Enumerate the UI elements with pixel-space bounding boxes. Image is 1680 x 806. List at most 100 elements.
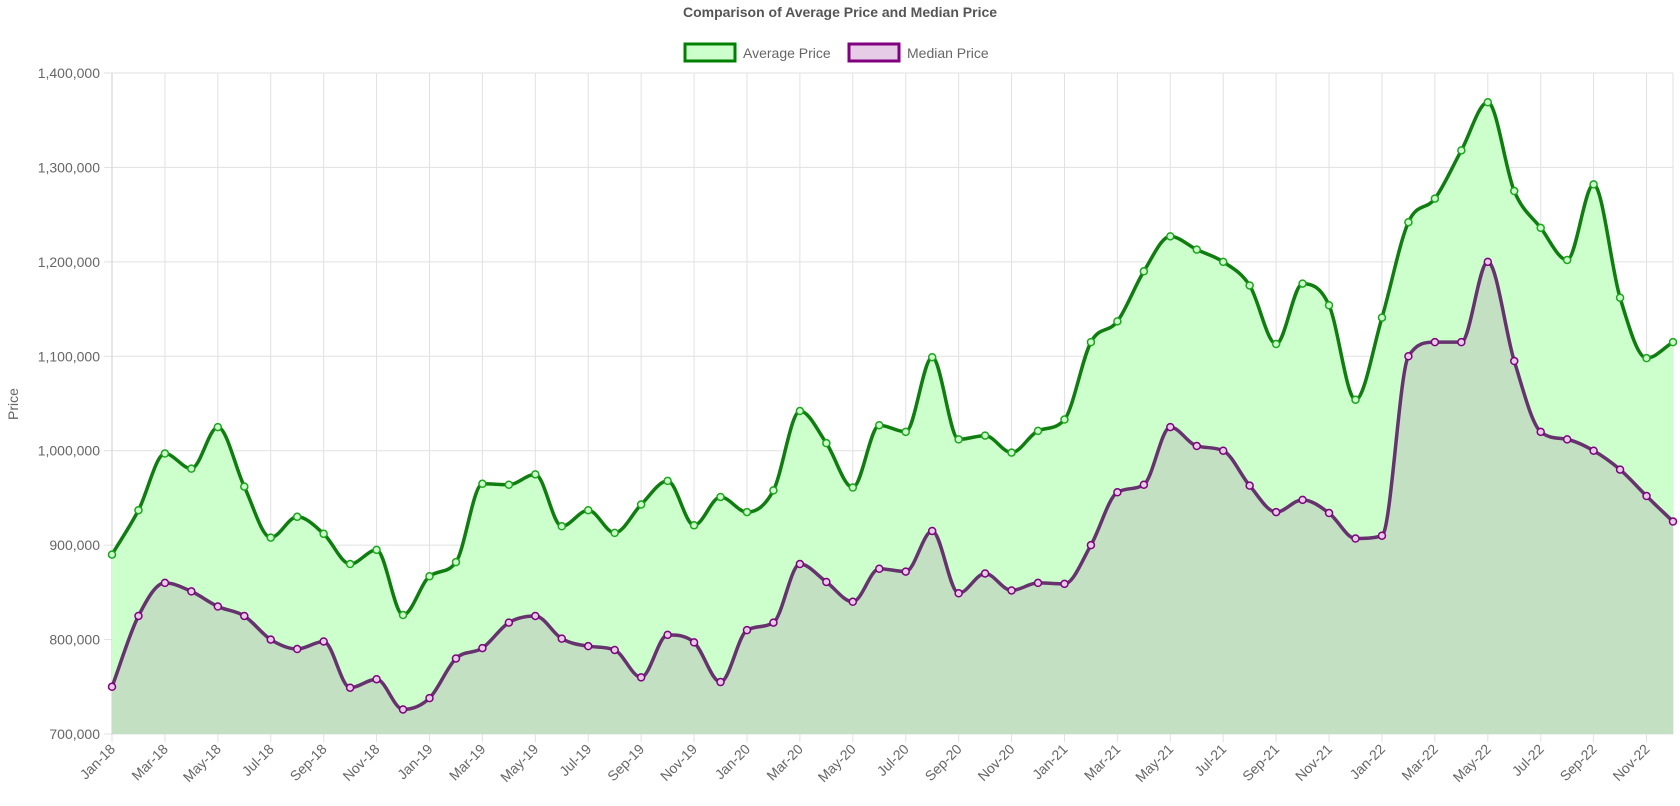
data-point-average-price[interactable] bbox=[1536, 223, 1545, 233]
data-point-median-price[interactable] bbox=[795, 559, 805, 569]
data-point-average-price[interactable] bbox=[610, 528, 619, 538]
data-point-average-price[interactable] bbox=[636, 500, 646, 509]
data-point-average-price[interactable] bbox=[1139, 267, 1149, 276]
data-point-median-price[interactable] bbox=[1430, 337, 1440, 347]
data-point-average-price[interactable] bbox=[345, 559, 355, 569]
data-point-average-price[interactable] bbox=[927, 352, 937, 362]
data-point-median-price[interactable] bbox=[1166, 422, 1175, 432]
data-point-average-price[interactable] bbox=[504, 480, 514, 489]
data-point-average-price[interactable] bbox=[663, 476, 672, 486]
data-point-median-price[interactable] bbox=[1113, 488, 1122, 497]
data-point-median-price[interactable] bbox=[1404, 352, 1413, 361]
data-point-average-price[interactable] bbox=[1510, 186, 1519, 196]
data-point-median-price[interactable] bbox=[1218, 446, 1228, 455]
data-point-median-price[interactable] bbox=[1562, 435, 1572, 444]
data-point-average-price[interactable] bbox=[795, 406, 805, 416]
data-point-average-price[interactable] bbox=[1324, 301, 1334, 310]
data-point-average-price[interactable] bbox=[875, 420, 884, 430]
data-point-average-price[interactable] bbox=[1589, 180, 1598, 189]
data-point-average-price[interactable] bbox=[1007, 448, 1016, 457]
data-point-median-price[interactable] bbox=[875, 564, 884, 573]
data-point-median-price[interactable] bbox=[1510, 356, 1519, 366]
data-point-average-price[interactable] bbox=[901, 427, 910, 437]
data-point-median-price[interactable] bbox=[160, 578, 170, 588]
data-point-average-price[interactable] bbox=[531, 470, 540, 479]
data-point-median-price[interactable] bbox=[557, 634, 567, 643]
data-point-average-price[interactable] bbox=[240, 482, 249, 491]
data-point-median-price[interactable] bbox=[1668, 517, 1678, 526]
data-point-median-price[interactable] bbox=[742, 625, 752, 635]
data-point-average-price[interactable] bbox=[822, 438, 831, 448]
data-point-average-price[interactable] bbox=[1113, 317, 1122, 326]
data-point-average-price[interactable] bbox=[848, 483, 858, 492]
data-point-average-price[interactable] bbox=[689, 521, 699, 530]
data-point-median-price[interactable] bbox=[372, 674, 381, 684]
data-point-average-price[interactable] bbox=[980, 431, 990, 440]
data-point-average-price[interactable] bbox=[107, 550, 117, 559]
data-point-median-price[interactable] bbox=[980, 569, 990, 578]
legend-item-average-price[interactable]: Average Price bbox=[683, 42, 831, 63]
data-point-median-price[interactable] bbox=[1086, 540, 1096, 550]
data-point-average-price[interactable] bbox=[398, 610, 408, 620]
data-point-average-price[interactable] bbox=[557, 522, 567, 531]
data-point-average-price[interactable] bbox=[187, 464, 196, 473]
data-point-median-price[interactable] bbox=[583, 641, 593, 651]
data-point-median-price[interactable] bbox=[1351, 534, 1360, 543]
data-point-median-price[interactable] bbox=[240, 611, 249, 621]
data-point-average-price[interactable] bbox=[1377, 313, 1387, 322]
data-point-median-price[interactable] bbox=[1192, 441, 1202, 451]
data-point-median-price[interactable] bbox=[345, 683, 355, 692]
data-point-average-price[interactable] bbox=[372, 545, 381, 555]
data-point-average-price[interactable] bbox=[1562, 255, 1572, 265]
data-point-average-price[interactable] bbox=[1351, 395, 1360, 404]
data-point-median-price[interactable] bbox=[1298, 495, 1307, 505]
data-point-average-price[interactable] bbox=[716, 492, 725, 502]
data-point-average-price[interactable] bbox=[213, 422, 223, 432]
data-point-median-price[interactable] bbox=[1615, 465, 1625, 474]
data-point-median-price[interactable] bbox=[1007, 586, 1016, 595]
data-point-average-price[interactable] bbox=[954, 435, 963, 444]
data-point-median-price[interactable] bbox=[1139, 480, 1149, 489]
data-point-median-price[interactable] bbox=[822, 577, 831, 587]
data-point-average-price[interactable] bbox=[425, 572, 434, 581]
data-point-average-price[interactable] bbox=[1615, 293, 1625, 302]
data-point-average-price[interactable] bbox=[769, 486, 778, 495]
data-point-median-price[interactable] bbox=[1271, 507, 1281, 517]
data-point-median-price[interactable] bbox=[292, 644, 302, 654]
data-point-median-price[interactable] bbox=[901, 567, 910, 576]
data-point-median-price[interactable] bbox=[1033, 578, 1043, 588]
data-point-median-price[interactable] bbox=[1324, 508, 1334, 518]
data-point-median-price[interactable] bbox=[266, 635, 275, 644]
data-point-average-price[interactable] bbox=[478, 479, 487, 489]
data-point-average-price[interactable] bbox=[583, 505, 593, 515]
data-point-median-price[interactable] bbox=[927, 526, 937, 536]
data-point-median-price[interactable] bbox=[504, 618, 514, 627]
data-point-median-price[interactable] bbox=[398, 705, 408, 714]
data-point-median-price[interactable] bbox=[769, 618, 778, 627]
data-point-average-price[interactable] bbox=[1668, 337, 1678, 347]
data-point-average-price[interactable] bbox=[1457, 146, 1466, 155]
data-point-average-price[interactable] bbox=[1483, 98, 1493, 107]
data-point-median-price[interactable] bbox=[425, 693, 434, 703]
data-point-median-price[interactable] bbox=[610, 645, 619, 655]
data-point-median-price[interactable] bbox=[319, 637, 328, 646]
data-point-average-price[interactable] bbox=[1033, 426, 1043, 436]
data-point-average-price[interactable] bbox=[1404, 217, 1413, 227]
data-point-average-price[interactable] bbox=[1271, 339, 1281, 349]
data-point-median-price[interactable] bbox=[187, 587, 196, 596]
data-point-average-price[interactable] bbox=[292, 512, 302, 522]
data-point-median-price[interactable] bbox=[1642, 491, 1651, 501]
data-point-median-price[interactable] bbox=[107, 682, 117, 692]
data-point-average-price[interactable] bbox=[1192, 245, 1202, 254]
data-point-average-price[interactable] bbox=[1166, 232, 1175, 241]
data-point-median-price[interactable] bbox=[1589, 446, 1598, 455]
data-point-median-price[interactable] bbox=[716, 677, 725, 687]
data-point-median-price[interactable] bbox=[478, 643, 487, 653]
data-point-average-price[interactable] bbox=[319, 529, 328, 539]
data-point-average-price[interactable] bbox=[1430, 194, 1440, 203]
data-point-median-price[interactable] bbox=[134, 611, 143, 621]
data-point-median-price[interactable] bbox=[689, 638, 699, 647]
data-point-median-price[interactable] bbox=[1245, 481, 1254, 490]
data-point-average-price[interactable] bbox=[160, 449, 170, 458]
data-point-average-price[interactable] bbox=[1245, 281, 1254, 290]
